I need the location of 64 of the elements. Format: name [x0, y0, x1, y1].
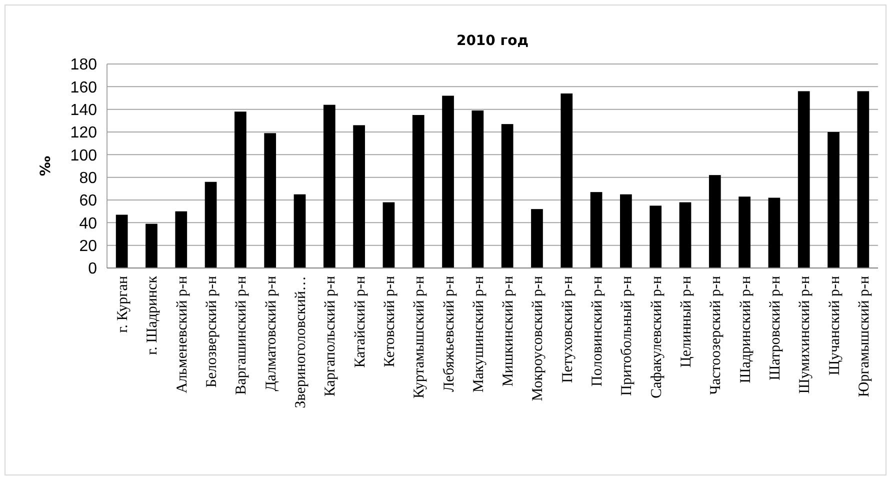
bar [264, 133, 276, 268]
bar [412, 115, 424, 268]
bar [738, 196, 750, 268]
bar [828, 132, 840, 268]
bar [472, 110, 484, 268]
x-tick-label: Лебяжьевский р-н [441, 276, 458, 392]
x-tick-label: Целинный р-н [678, 276, 694, 368]
chart-title: 2010 год [456, 33, 529, 49]
bar [382, 202, 395, 268]
x-tick-label: Шадринский р-н [738, 276, 754, 384]
bar [204, 182, 217, 268]
x-tick-label: Мокроусовский р-н [530, 276, 546, 402]
bar [294, 194, 306, 268]
x-tick-label: Шумихинский р-н [797, 276, 814, 394]
bar [234, 112, 246, 268]
bar [146, 224, 158, 268]
y-tick-label: 180 [70, 56, 98, 74]
bar [501, 124, 514, 268]
bar [175, 211, 188, 268]
x-tick-label: г. Курган [115, 276, 132, 333]
x-tick-label: Катайский р-н [352, 276, 368, 368]
x-tick-label: Сафакулевский р-н [648, 276, 665, 398]
x-tick-label: Альменевский р-н [174, 276, 190, 394]
y-tick-label: 40 [79, 215, 98, 232]
bar [650, 206, 662, 268]
bar [531, 209, 543, 268]
y-tick-label: 140 [70, 102, 98, 119]
x-tick-label: Половинский р-н [590, 276, 606, 387]
bar [620, 194, 632, 268]
x-tick-label: Юргамышский р-н [856, 276, 872, 398]
y-tick-label: 20 [79, 238, 98, 255]
x-tick-label: Притобольный р-н [619, 276, 636, 396]
x-tick-label: Кетовский р-н [382, 276, 398, 368]
bar [798, 91, 810, 268]
bar [560, 93, 573, 268]
x-tick-label: Частоозерский р-н [708, 276, 724, 395]
x-tick-label: Каргапольский р-н [322, 276, 339, 397]
bar [679, 202, 692, 268]
x-tick-label: г. Шадринск [144, 275, 161, 355]
y-tick-label: 80 [79, 170, 98, 187]
y-tick-label: 120 [70, 124, 98, 142]
y-tick-label: 100 [70, 147, 98, 164]
x-tick-label: Щучанский р-н [826, 276, 843, 376]
y-tick-label: 160 [70, 79, 98, 96]
bar [590, 192, 602, 268]
y-tick-label: 0 [88, 260, 98, 278]
bar [323, 104, 336, 268]
bar [116, 214, 128, 268]
bar [353, 125, 365, 268]
x-tick-label: Белозверский р-н [204, 276, 220, 388]
x-tick-label: Макушинский р-н [470, 276, 487, 392]
x-tick-label: Далматовский р-н [263, 276, 280, 392]
y-axis-title: ‰ [38, 156, 54, 176]
x-tick-label: Петуховский р-н [560, 276, 576, 384]
x-tick-label: Варгашинский р-н [234, 276, 250, 395]
x-tick-label: Куртамышский р-н [412, 276, 428, 398]
bar [857, 91, 870, 268]
x-tick-label: Мишкинский р-н [500, 276, 517, 387]
bar [768, 198, 780, 268]
y-tick-label: 60 [79, 192, 98, 210]
x-tick-label: Шатровский р-н [767, 276, 784, 380]
bar [708, 175, 721, 268]
bar [442, 96, 454, 268]
x-tick-label: Звериноголовский… [293, 276, 309, 408]
